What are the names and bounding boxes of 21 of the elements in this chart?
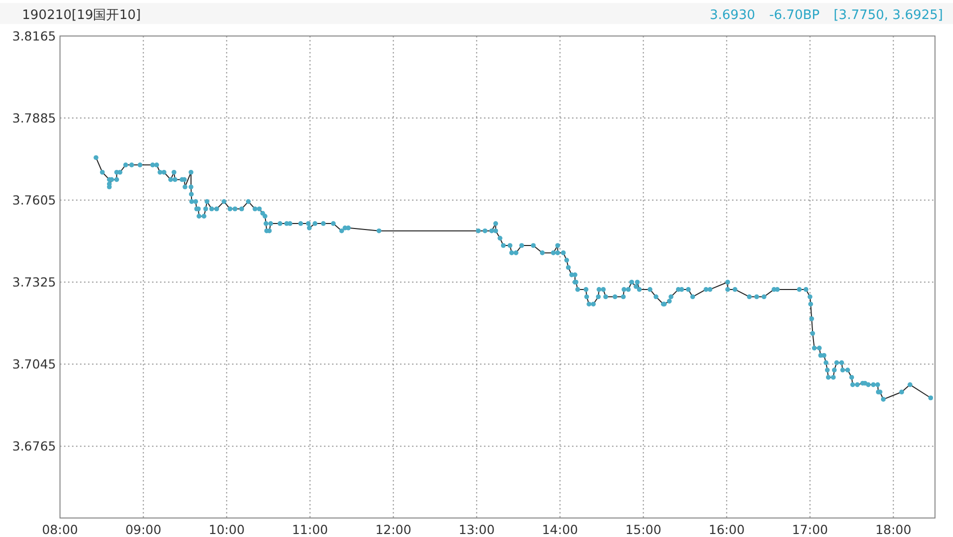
x-tick-label: 15:00 [625,522,662,537]
x-tick-label: 18:00 [875,522,912,537]
text: 3.6930 [710,8,756,23]
text: -6.70BP [769,8,820,23]
y-tick-label: 3.6765 [12,438,56,454]
chart-title: 190210[19国开10] [22,8,141,23]
y-tick-label: 3.7605 [12,192,56,208]
x-tick-label: 10:00 [208,522,245,537]
x-tick-label: 14:00 [542,522,578,537]
y-tick-label: 3.7045 [12,356,56,372]
x-tick-label: 17:00 [792,522,828,537]
x-tick-label: 11:00 [292,522,328,537]
y-tick-label: 3.8165 [12,28,56,44]
x-tick-label: 08:00 [42,522,78,537]
y-tick-label: 3.7885 [12,110,56,126]
x-tick-label: 09:00 [125,522,162,537]
x-tick-label: 13:00 [458,522,495,537]
x-tick-label: 12:00 [375,522,412,537]
y-tick-label: 3.7325 [12,274,56,290]
text: [3.7750, 3.6925] [834,8,943,23]
x-tick-label: 16:00 [708,522,745,537]
